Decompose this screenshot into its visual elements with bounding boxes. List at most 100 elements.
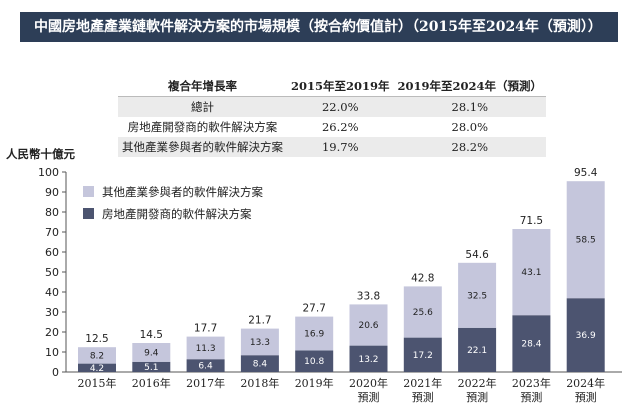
- bar-segment-other-participants: [240, 328, 279, 356]
- bar-segment-developers: [295, 350, 334, 372]
- y-tick-label: 80: [45, 206, 59, 219]
- cagr-value: 28.0%: [451, 120, 489, 134]
- cagr-value: 28.2%: [451, 140, 489, 154]
- data-label-developers: 5.1: [144, 363, 158, 373]
- bar-segment-other-participants: [458, 262, 497, 328]
- bar-segment-developers: [349, 345, 388, 372]
- x-tick-label: 預測: [575, 390, 597, 404]
- data-label-total: 54.6: [465, 249, 489, 261]
- data-label-other-participants: 13.3: [250, 338, 270, 348]
- cagr-value: 19.7%: [321, 140, 359, 154]
- data-label-total: 12.5: [85, 333, 108, 345]
- bar-segment-other-participants: [566, 181, 605, 299]
- bar-segment-other-participants: [403, 286, 442, 338]
- x-tick-label: 預測: [520, 390, 542, 404]
- cagr-row-label: 其他產業參與者的軟件解決方案: [122, 140, 283, 154]
- data-label-developers: 6.4: [198, 362, 213, 372]
- bar-segment-developers: [78, 363, 116, 372]
- y-tick-label: 40: [45, 286, 59, 299]
- data-label-other-participants: 32.5: [467, 291, 487, 301]
- data-label-total: 95.4: [574, 167, 598, 179]
- bar-segment-developers: [186, 359, 225, 372]
- cagr-row-label: 總計: [191, 100, 214, 114]
- data-label-other-participants: 16.9: [304, 330, 324, 340]
- data-label-total: 14.5: [140, 329, 163, 341]
- bar-segment-other-participants: [295, 316, 334, 351]
- legend-swatch-developers: [83, 208, 94, 219]
- data-label-total: 17.7: [194, 323, 217, 335]
- y-tick-label: 30: [45, 306, 59, 319]
- data-label-other-participants: 8.2: [90, 351, 104, 361]
- bar-segment-developers: [512, 315, 551, 372]
- x-tick-label: 2022年: [458, 376, 497, 390]
- data-label-developers: 10.8: [304, 357, 324, 367]
- y-tick-label: 60: [45, 246, 59, 259]
- data-label-other-participants: 58.5: [576, 236, 596, 246]
- bar-segment-developers: [566, 298, 605, 372]
- x-tick-label: 預測: [466, 390, 488, 404]
- cagr-table: 複合年增長率 2015年至2019年 2019年至2024年（預測） 總計 22…: [118, 76, 547, 157]
- y-tick-label: 20: [45, 326, 59, 339]
- data-label-developers: 28.4: [521, 340, 541, 350]
- data-label-other-participants: 20.6: [358, 321, 378, 331]
- y-axis-label: 人民幣十億元: [6, 147, 75, 161]
- data-label-developers: 36.9: [576, 331, 596, 341]
- x-tick-label: 預測: [412, 390, 434, 404]
- data-label-total: 33.8: [357, 290, 380, 302]
- data-label-other-participants: 9.4: [144, 348, 159, 358]
- cagr-row-label: 房地產開發商的軟件解決方案: [127, 120, 278, 134]
- bar-segment-other-participants: [78, 347, 116, 364]
- x-tick-label: 2018年: [240, 376, 279, 390]
- bar-segment-developers: [240, 355, 279, 372]
- y-tick-label: 10: [45, 346, 59, 359]
- bar-segment-other-participants: [132, 343, 171, 362]
- data-label-total: 71.5: [520, 215, 543, 227]
- data-label-developers: 13.2: [358, 355, 378, 365]
- data-label-other-participants: 43.1: [521, 268, 541, 278]
- y-tick-label: 90: [45, 186, 59, 199]
- x-tick-label: 2021年: [403, 376, 442, 390]
- cagr-table-header-row: 複合年增長率 2015年至2019年 2019年至2024年（預測）: [118, 76, 547, 97]
- cagr-row-developers: 房地產開發商的軟件解決方案 26.2% 28.0%: [118, 117, 547, 137]
- legend-swatch-other-participants: [83, 186, 94, 197]
- bars: 4.2 8.2 12.5 2015年 5.1 9.4 14.5 2016年 6.4 11.3 17.…: [78, 167, 606, 404]
- data-label-developers: 4.2: [90, 364, 104, 374]
- data-label-developers: 22.1: [467, 346, 487, 356]
- cagr-value: 22.0%: [321, 100, 359, 114]
- cagr-row-total: 總計 22.0% 28.1%: [118, 96, 547, 117]
- x-tick-label: 2019年: [295, 376, 334, 390]
- legend-label-other-participants: 其他產業參與者的軟件解決方案: [102, 185, 263, 199]
- bar-segment-developers: [403, 337, 442, 372]
- cagr-header-label: 複合年增長率: [118, 76, 287, 97]
- data-label-developers: 8.4: [253, 360, 268, 370]
- bar-segment-developers: [458, 327, 497, 372]
- bar-segment-other-participants: [186, 336, 225, 360]
- y-tick-label: 0: [52, 366, 59, 379]
- data-label-other-participants: 11.3: [196, 344, 216, 354]
- x-tick-label: 預測: [358, 390, 380, 404]
- bar-segment-other-participants: [349, 304, 388, 346]
- data-label-total: 27.7: [303, 303, 326, 315]
- data-label-total: 21.7: [248, 315, 271, 327]
- y-tick-label: 50: [45, 266, 59, 279]
- cagr-row-other-participants: 其他產業參與者的軟件解決方案 19.7% 28.2%: [118, 137, 547, 157]
- x-tick-label: 2015年: [78, 376, 117, 390]
- x-tick-label: 2023年: [512, 376, 551, 390]
- x-tick-label: 2024年: [566, 376, 605, 390]
- legend: 其他產業參與者的軟件解決方案 房地產開發商的軟件解決方案: [83, 185, 263, 221]
- cagr-value: 28.1%: [451, 100, 489, 114]
- bar-segment-other-participants: [512, 229, 551, 316]
- data-label-total: 42.8: [411, 272, 434, 284]
- legend-label-developers: 房地產開發商的軟件解決方案: [102, 207, 252, 221]
- x-tick-label: 2016年: [132, 376, 171, 390]
- cagr-header-period-1: 2015年至2019年: [287, 76, 394, 97]
- chart-title: 中國房地產產業鏈軟件解決方案的市場規模（按合約價值計）（2015年至2024年（…: [20, 12, 618, 42]
- x-tick-label: 2020年: [349, 376, 388, 390]
- cagr-value: 26.2%: [321, 120, 359, 134]
- y-tick-label: 100: [38, 166, 59, 179]
- data-label-other-participants: 25.6: [413, 308, 433, 318]
- cagr-header-period-2: 2019年至2024年（預測）: [393, 76, 547, 97]
- x-tick-label: 2017年: [186, 376, 225, 390]
